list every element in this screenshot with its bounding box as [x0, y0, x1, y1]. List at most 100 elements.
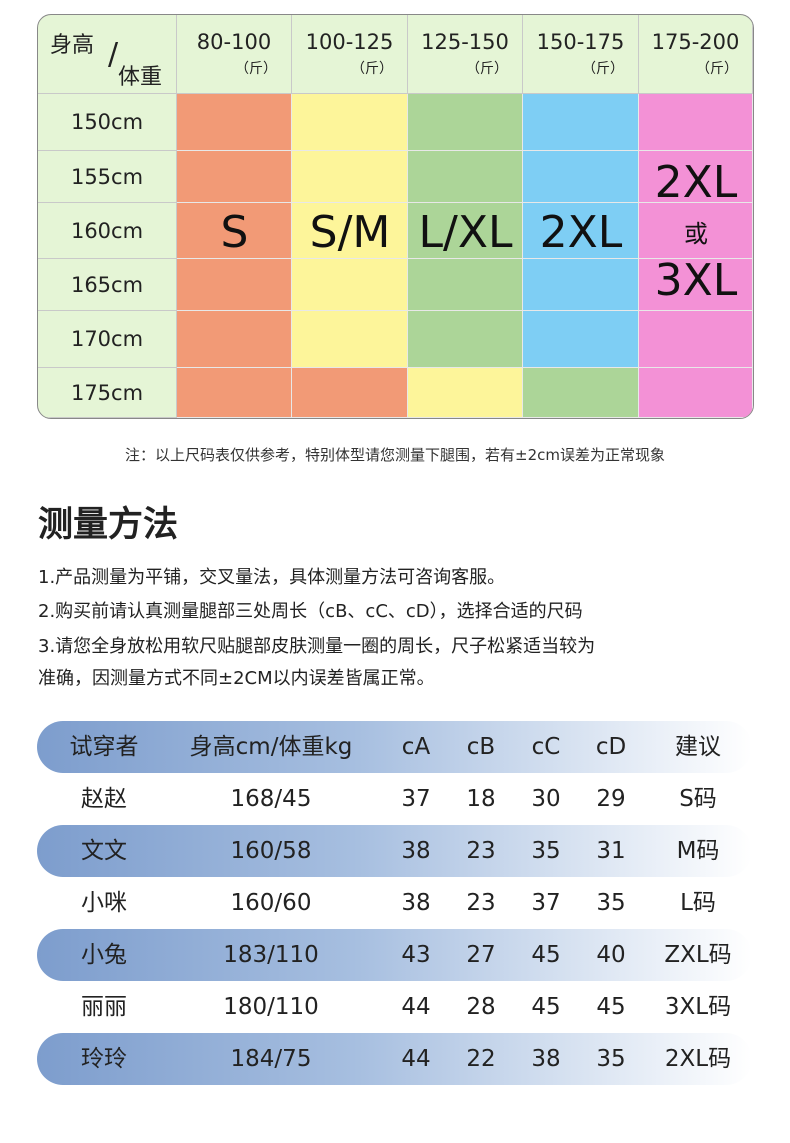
- corner-header: 身高 / 体重: [38, 15, 177, 94]
- column-header: cC: [531, 734, 561, 760]
- method-title: 测量方法: [38, 505, 179, 545]
- table-cell: 27: [466, 942, 496, 968]
- table-cell: 43: [401, 942, 431, 968]
- weight-range: 125-150: [421, 30, 509, 54]
- size-cell: [292, 259, 408, 311]
- table-cell: L码: [680, 890, 716, 916]
- size-cell: [523, 151, 639, 203]
- table-cell: 160/58: [230, 838, 312, 864]
- size-cell: [177, 151, 292, 203]
- method-line: 3.请您全身放松用软尺贴腿部皮肤测量一圈的周长，尺子松紧适当较为: [38, 636, 596, 657]
- table-cell: 18: [466, 786, 496, 812]
- size-cell: [177, 203, 292, 259]
- column-header: 建议: [675, 734, 721, 760]
- table-cell: 44: [401, 1046, 431, 1072]
- size-label: S: [220, 207, 249, 258]
- table-cell: 35: [531, 838, 561, 864]
- column-header: cD: [595, 734, 627, 760]
- corner-slash: /: [108, 37, 119, 72]
- table-cell: 文文: [81, 838, 127, 864]
- table-cell: 44: [401, 994, 431, 1020]
- table-cell: 38: [401, 890, 431, 916]
- size-cell: [523, 94, 639, 151]
- table-cell: 小咪: [81, 890, 127, 916]
- table-cell: M码: [676, 838, 720, 864]
- size-cell: [523, 203, 639, 259]
- column-header: 试穿者: [69, 734, 139, 760]
- column-header: cB: [466, 734, 496, 760]
- table-cell: 38: [531, 1046, 561, 1072]
- table-cell: 45: [596, 994, 626, 1020]
- size-cell: [292, 368, 408, 418]
- size-cell: [292, 94, 408, 151]
- size-cell: [177, 259, 292, 311]
- table-cell: 小兔: [81, 942, 127, 968]
- size-cell: [292, 203, 408, 259]
- table-cell: 30: [531, 786, 561, 812]
- table-cell: 180/110: [223, 994, 319, 1020]
- weight-range: 175-200: [651, 30, 740, 54]
- table-cell: 45: [531, 942, 561, 968]
- size-cell: [408, 259, 523, 311]
- table-cell: 23: [466, 838, 496, 864]
- size-label: S/M: [309, 207, 391, 258]
- size-cell: [639, 368, 753, 418]
- note: 注：以上尺码表仅供参考，特别体型请您测量下腿围，若有±2cm误差为正常现象: [125, 446, 665, 464]
- size-cell: [292, 151, 408, 203]
- or-label: 或: [684, 219, 708, 248]
- height-label: 170cm: [38, 311, 177, 368]
- table-cell: 23: [466, 890, 496, 916]
- weight-header: 175-200 （斤）: [639, 15, 753, 94]
- size-cell: [639, 151, 753, 203]
- size-cell: [523, 259, 639, 311]
- weight-header: 80-100 （斤）: [177, 15, 292, 94]
- column-header: cA: [401, 734, 431, 760]
- size-cell: [408, 151, 523, 203]
- table-cell: 40: [596, 942, 626, 968]
- table-cell: S码: [679, 786, 717, 812]
- size-label-2xl-3xl: 2XL 或 3XL: [639, 151, 753, 311]
- size-chart: 身高 / 体重 80-100 （斤） 100-125 （斤） 125-150 （斤） 150-17…: [37, 14, 754, 419]
- table-cell: 31: [596, 838, 626, 864]
- weight-range: 150-175: [536, 30, 625, 54]
- size-cell: [523, 368, 639, 418]
- weight-unit: （斤）: [582, 61, 624, 77]
- size-cell: [177, 94, 292, 151]
- table-cell: 赵赵: [81, 786, 127, 812]
- row-band: [37, 929, 752, 981]
- row-band: [37, 1033, 752, 1085]
- weight-unit: （斤）: [235, 61, 277, 77]
- weight-unit: （斤）: [466, 61, 508, 77]
- method-line: 准确，因测量方式不同±2CM以内误差皆属正常。: [38, 668, 435, 689]
- table-cell: 184/75: [230, 1046, 312, 1072]
- weight-range: 80-100: [196, 30, 272, 54]
- method-line: 1.产品测量为平铺，交叉量法，具体测量方法可咨询客服。: [38, 567, 506, 588]
- table-cell: 玲玲: [81, 1046, 127, 1072]
- corner-weight: 体重: [118, 65, 163, 90]
- size-cell: [408, 94, 523, 151]
- size-cell: [523, 311, 639, 368]
- column-header: 身高cm/体重kg: [189, 734, 353, 760]
- table-cell: 168/45: [230, 786, 312, 812]
- height-label: 155cm: [38, 151, 177, 203]
- size-cell: [292, 311, 408, 368]
- table-cell: 22: [466, 1046, 496, 1072]
- size-label: L/XL: [418, 207, 513, 258]
- table-cell: 2XL码: [664, 1046, 732, 1072]
- row-band: [37, 825, 752, 877]
- row-band: [37, 721, 752, 773]
- weight-header: 150-175 （斤）: [523, 15, 639, 94]
- table-cell: 45: [531, 994, 561, 1020]
- size-cell: [639, 311, 753, 368]
- size-cell: [639, 94, 753, 151]
- table-cell: 29: [596, 786, 626, 812]
- size-cell: [408, 311, 523, 368]
- table-cell: 3XL码: [664, 994, 732, 1020]
- weight-unit: （斤）: [696, 61, 738, 77]
- size-cell: [177, 311, 292, 368]
- height-label: 175cm: [38, 368, 177, 418]
- table-cell: 35: [596, 890, 626, 916]
- size-cell: [408, 203, 523, 259]
- table-cell: ZXL码: [664, 942, 732, 968]
